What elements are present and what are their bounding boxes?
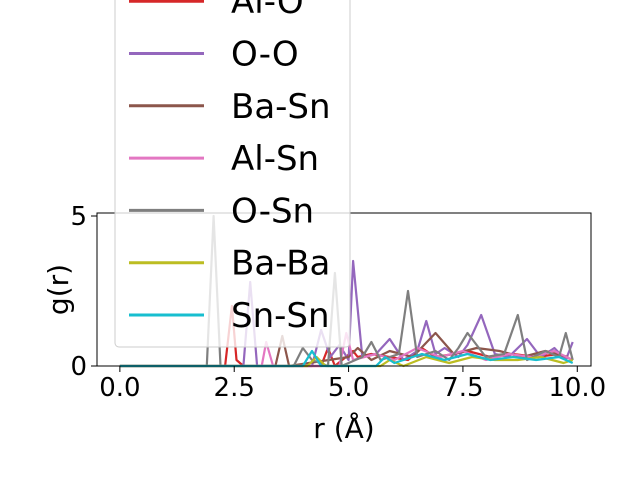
legend-label: Ba-Ba bbox=[231, 244, 330, 284]
series-line-sn-sn bbox=[119, 349, 574, 368]
x-tick-label: 7.5 bbox=[442, 373, 483, 403]
legend-item-ba-sn: Ba-Sn bbox=[129, 87, 331, 127]
y-axis-ticks: 05 bbox=[70, 202, 97, 382]
legend-item-ba-ba: Ba-Ba bbox=[129, 244, 330, 284]
legend-label: Al-O bbox=[231, 0, 304, 22]
x-tick-label: 5.0 bbox=[328, 373, 369, 403]
y-tick-label: 0 bbox=[70, 352, 87, 382]
legend-label: Al-Sn bbox=[231, 139, 319, 179]
series-line-al-sn bbox=[119, 331, 574, 368]
legend-label: O-Sn bbox=[231, 191, 314, 231]
x-tick-label: 10.0 bbox=[548, 373, 606, 403]
legend: Al-O O-O Ba-Sn Al-Sn O-Sn Ba-Ba Sn-Sn bbox=[114, 0, 351, 348]
legend-item-al-o: Al-O bbox=[129, 0, 304, 22]
x-tick-label: 2.5 bbox=[214, 373, 255, 403]
y-axis-label: g(r) bbox=[42, 264, 75, 315]
legend-label: Ba-Sn bbox=[231, 87, 331, 127]
series-line-ba-ba bbox=[119, 355, 574, 368]
y-tick-label: 5 bbox=[70, 202, 87, 232]
x-axis-ticks: 0.0 2.5 5.0 7.5 10.0 bbox=[99, 366, 606, 403]
x-tick-label: 0.0 bbox=[99, 373, 140, 403]
legend-item-o-o: O-O bbox=[129, 35, 299, 75]
legend-box bbox=[114, 0, 351, 348]
plot-lines bbox=[119, 214, 574, 368]
legend-item-sn-sn: Sn-Sn bbox=[129, 296, 330, 336]
x-axis-label: r (Å) bbox=[313, 411, 374, 445]
legend-label: O-O bbox=[231, 35, 299, 75]
series-line-o-sn bbox=[119, 214, 574, 368]
legend-item-al-sn: Al-Sn bbox=[129, 139, 319, 179]
legend-label: Sn-Sn bbox=[231, 296, 330, 336]
legend-item-o-sn: O-Sn bbox=[129, 191, 314, 231]
